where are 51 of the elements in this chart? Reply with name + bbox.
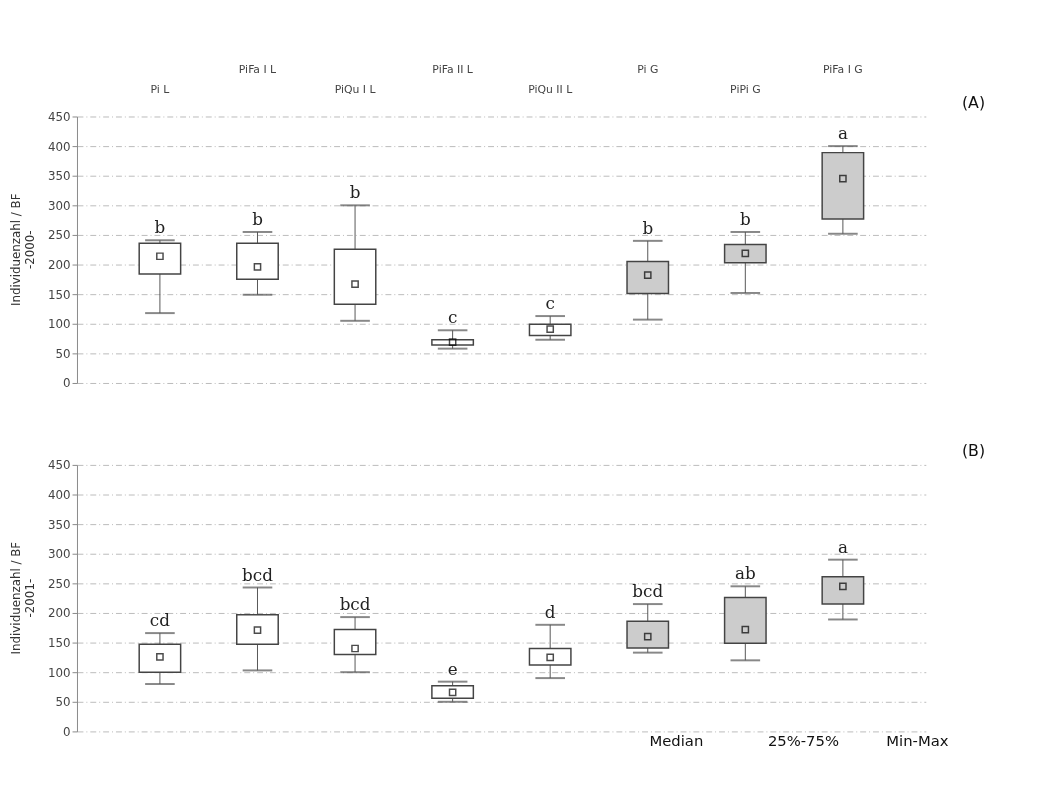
y-tick-label: 300 [47,547,71,562]
annotation: ab [734,563,756,584]
y-tick-label: 250 [47,576,71,591]
y-tick-label: 450 [47,458,71,473]
y-tick-label: 150 [47,636,71,651]
x-tick-label: Pi L [150,82,170,96]
annotation: b [349,182,361,203]
text: (A) [961,92,986,112]
x-tick-label: PiFa I L [238,63,277,77]
annotation: bcd [632,581,664,602]
y-axis-title: Individuenzahl / BF -2000- [8,193,37,306]
annotation: c [447,307,458,328]
y-tick-label: 400 [47,139,71,154]
text: Min-Max [886,732,949,750]
x-tick-label: PiQu I L [334,82,376,96]
y-tick-label: 100 [47,665,71,680]
y-axis-title: Individuenzahl / BF -2001- [8,541,37,655]
text: 25%-75% [767,732,840,750]
y-tick-label: 400 [47,487,71,502]
x-tick-label: PiFa I G [823,63,863,77]
x-tick-label: PiPi G [730,82,761,96]
annotation: a [837,536,848,557]
y-tick-label: 150 [47,287,71,302]
x-tick-label: PiFa II L [432,63,473,77]
x-tick-label: PiQu II L [528,82,573,96]
annotation: cd [149,610,171,631]
y-tick-label: 0 [63,376,71,391]
x-tick-label: Pi G [637,63,659,77]
annotation: d [544,601,556,622]
annotation: a [837,123,848,144]
y-tick-label: 0 [63,724,71,739]
annotation: b [154,217,166,238]
y-tick-label: 300 [47,198,71,213]
y-tick-label: 200 [47,606,71,621]
y-tick-label: 250 [47,228,71,243]
text: (B) [961,441,986,461]
y-tick-label: 450 [47,109,71,124]
annotation: c [545,293,555,314]
text: Median [649,732,704,750]
y-tick-label: 350 [47,169,71,184]
annotation: b [252,209,263,230]
annotation: b [642,217,654,238]
y-tick-label: 200 [47,257,71,272]
y-tick-label: 50 [55,346,71,361]
annotation: b [739,209,751,230]
y-tick-label: 350 [47,517,71,532]
annotation: bcd [339,594,371,615]
y-tick-label: 100 [47,317,71,332]
annotation: bcd [242,564,274,585]
annotation: e [447,658,458,679]
y-tick-label: 50 [55,695,71,710]
